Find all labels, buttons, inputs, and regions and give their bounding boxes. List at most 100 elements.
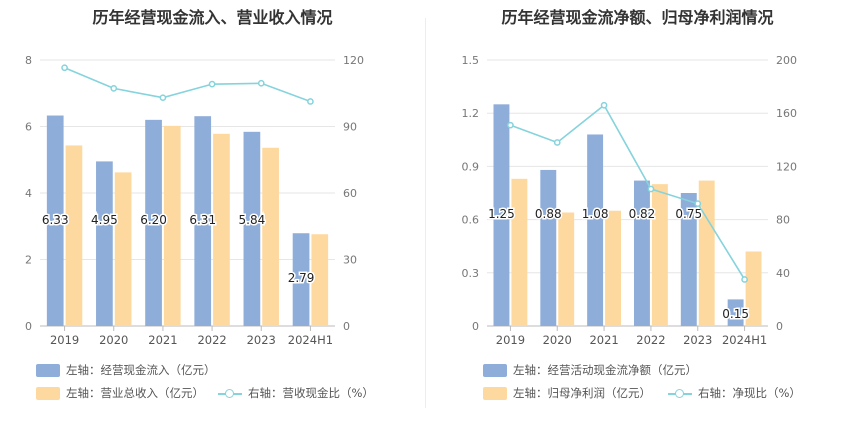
left-axis-tick-label: 1.5 — [462, 54, 480, 67]
bar-primary — [96, 161, 113, 326]
line-point — [159, 94, 167, 102]
legend-label: 左轴：经营现金流入（亿元） — [66, 363, 216, 377]
legend-swatch — [36, 386, 60, 400]
bar-data-label: 1.08 — [582, 207, 609, 221]
bar-data-label: 0.88 — [535, 207, 562, 221]
bar-data-label: 4.95 — [91, 213, 118, 227]
right-axis-tick-label: 120 — [776, 160, 797, 173]
chart-title: 历年经营现金流净额、归母净利润情况 — [501, 8, 774, 27]
bar-data-label: 0.82 — [629, 207, 656, 221]
x-axis-tick-label: 2019 — [50, 333, 79, 347]
legend-label: 左轴：营业总收入（亿元） — [66, 386, 204, 400]
right-axis-tick-label: 40 — [776, 267, 790, 280]
bar-secondary — [163, 125, 181, 327]
bar-secondary — [65, 145, 83, 326]
legend-label: 左轴：经营活动现金流净额（亿元） — [513, 363, 697, 377]
legend-item-bar-secondary[interactable]: 左轴：归母净利润（亿元） — [483, 385, 651, 401]
bar-primary — [145, 119, 162, 326]
x-axis-tick-label: 2020 — [543, 333, 572, 347]
x-axis-tick-label: 2019 — [496, 333, 525, 347]
legend-item-bar-secondary[interactable]: 左轴：营业总收入（亿元） — [36, 385, 204, 401]
legend-swatch — [483, 386, 507, 400]
bar-primary — [587, 134, 604, 326]
left-axis-tick-label: 0.9 — [462, 160, 480, 173]
bar-data-label: 6.20 — [140, 213, 167, 227]
panel-divider — [425, 18, 426, 408]
bar-data-label: 0.15 — [722, 307, 749, 321]
legend-label: 左轴：归母净利润（亿元） — [513, 386, 651, 400]
legend-label: 右轴：净现比（%） — [698, 386, 801, 400]
line-point — [507, 121, 514, 129]
legend-item-line[interactable]: 右轴：净现比（%） — [668, 385, 801, 401]
right-axis-tick-label: 0 — [343, 320, 350, 333]
x-axis-tick-label: 2021 — [589, 333, 618, 347]
line-point — [307, 98, 314, 105]
x-axis-tick-label: 2022 — [197, 333, 226, 347]
legend-swatch — [483, 363, 507, 377]
legend-label: 右轴：营收现金比（%） — [248, 386, 374, 400]
left-axis-tick-label: 0.3 — [462, 267, 480, 280]
bar-secondary — [213, 133, 230, 326]
line-point — [647, 185, 655, 193]
bar-primary — [680, 193, 697, 326]
right-axis-tick-label: 120 — [343, 54, 364, 67]
legend-item-line[interactable]: 右轴：营收现金比（%） — [218, 385, 374, 401]
series-line — [64, 67, 311, 103]
bar-secondary — [605, 210, 622, 326]
chart-svg: 0 0 0.3 40 0.6 80 0.9 120 1.2 160 1.5 200 2019 1.25 20… — [462, 54, 798, 347]
x-axis-tick-label: 2020 — [99, 333, 128, 347]
x-axis-tick-label: 2023 — [683, 333, 712, 347]
right-axis-tick-label: 90 — [343, 121, 357, 134]
chart-title: 历年经营现金流入、营业收入情况 — [92, 8, 333, 27]
bar-primary — [493, 104, 510, 326]
line-point — [61, 64, 68, 72]
legend-line-icon — [668, 387, 692, 400]
bar-data-label: 0.75 — [675, 207, 702, 221]
x-axis-tick-label: 2022 — [636, 333, 665, 347]
line-point — [208, 80, 216, 88]
chart-panel-cashflow-revenue: 历年经营现金流入、营业收入情况 0 0 2 30 4 60 6 90 8 120 2019 6.33 2… — [25, 8, 374, 401]
legend-swatch — [36, 363, 60, 377]
bar-secondary — [114, 172, 132, 326]
left-axis-tick-label: 8 — [25, 54, 32, 67]
left-axis-tick-label: 4 — [25, 187, 32, 200]
bar-primary — [540, 169, 557, 326]
x-axis-tick-label: 2024H1 — [288, 333, 333, 347]
line-point — [694, 200, 702, 207]
right-axis-tick-label: 80 — [776, 214, 790, 227]
line-point — [600, 101, 608, 109]
bar-primary — [46, 115, 64, 326]
legend-line-icon — [218, 387, 242, 400]
left-axis-tick-label: 0 — [25, 320, 32, 333]
bar-secondary — [651, 184, 668, 326]
bar-secondary — [745, 251, 762, 326]
legend-item-bar-primary[interactable]: 左轴：经营现金流入（亿元） — [36, 362, 216, 378]
line-point — [110, 85, 118, 92]
bar-secondary — [698, 180, 715, 326]
x-axis-tick-label: 2023 — [247, 333, 276, 347]
series-line — [510, 104, 746, 280]
x-axis-tick-label: 2024H1 — [722, 333, 767, 347]
right-axis-tick-label: 160 — [776, 107, 797, 120]
bar-secondary — [262, 147, 279, 326]
left-axis-tick-label: 1.2 — [462, 107, 480, 120]
bar-data-label: 5.84 — [239, 213, 266, 227]
line-point — [741, 276, 748, 283]
left-axis-tick-label: 0 — [472, 320, 479, 333]
bar-primary — [194, 116, 212, 326]
left-axis-tick-label: 6 — [25, 121, 32, 134]
bar-data-label: 6.33 — [42, 213, 69, 227]
bar-data-label: 1.25 — [488, 207, 515, 221]
left-axis-tick-label: 2 — [25, 254, 32, 267]
bar-primary — [633, 180, 650, 326]
right-axis-tick-label: 60 — [343, 187, 357, 200]
line-point — [257, 79, 265, 87]
left-axis-tick-label: 0.6 — [462, 214, 480, 227]
legend-item-bar-primary[interactable]: 左轴：经营活动现金流净额（亿元） — [483, 362, 697, 378]
bar-secondary — [511, 178, 528, 326]
bar-data-label: 2.79 — [288, 271, 315, 285]
bar-primary — [292, 233, 310, 326]
chart-svg: 0 0 2 30 4 60 6 90 8 120 2019 6.33 2020 4.95 2021 6.20 2… — [25, 54, 364, 347]
bar-secondary — [311, 234, 329, 326]
right-axis-tick-label: 30 — [343, 254, 357, 267]
